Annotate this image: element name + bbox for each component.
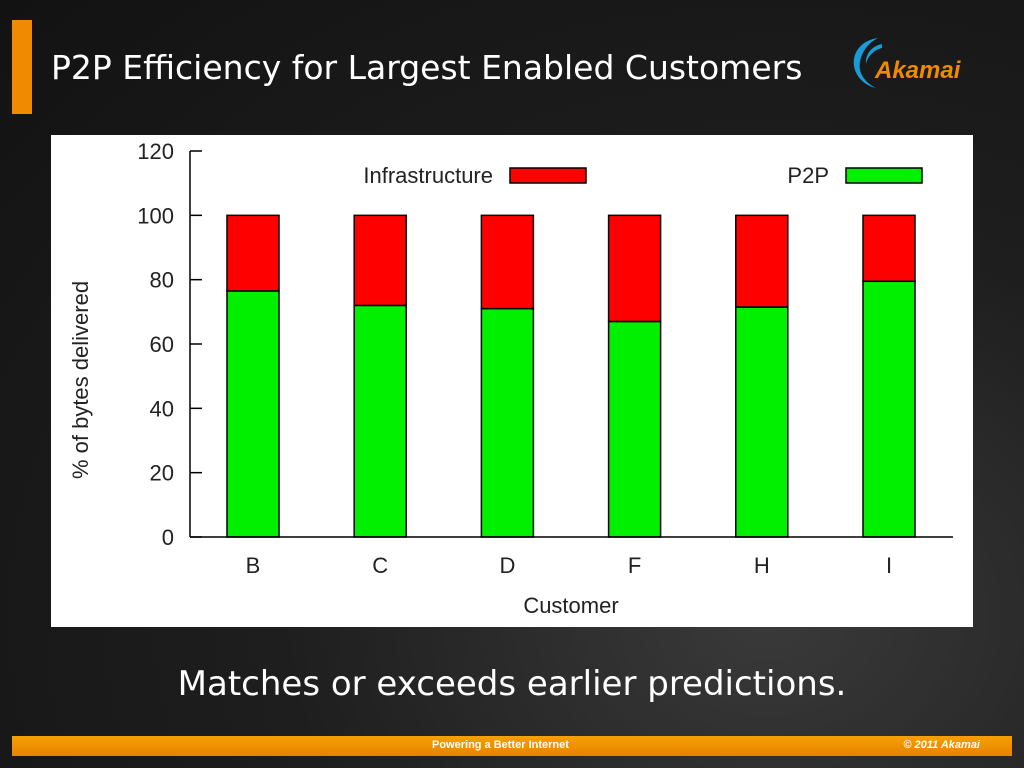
akamai-logo-icon [853, 38, 882, 88]
chart-panel: 0 20 40 60 80 100 120 B C D F H I P2P Infrastructure… [51, 135, 973, 627]
bar-infrastructure-d [480, 214, 535, 310]
legend-label-infrastructure: Infrastructure [363, 163, 493, 188]
bar-infrastructure-h [735, 214, 789, 308]
bar-infrastructure-b [226, 214, 280, 292]
y-tick-label: 60 [150, 332, 174, 357]
x-tick-label: H [754, 553, 770, 578]
akamai-logo-text: Akamai [875, 57, 961, 84]
bar-p2p-i [862, 280, 916, 538]
slide-title: P2P Efficiency for Largest Enabled Custo… [51, 48, 803, 87]
bar-p2p-d [480, 307, 535, 538]
y-tick-label: 100 [137, 203, 174, 228]
title-accent-bar [12, 20, 32, 114]
x-tick-label: F [628, 553, 641, 578]
y-axis-label: % of bytes delivered [68, 281, 93, 479]
footer-tagline: Powering a Better Internet [432, 739, 569, 751]
bar-p2p-h [735, 306, 789, 538]
x-tick-label: I [886, 553, 892, 578]
y-tick-label: 20 [150, 461, 174, 486]
y-tick-label: 40 [150, 396, 174, 421]
bar-p2p-c [353, 304, 407, 538]
bar-p2p-b [226, 290, 280, 538]
x-tick-label: B [246, 553, 261, 578]
legend-swatch-infrastructure [509, 167, 587, 184]
y-tick-label: 80 [150, 268, 174, 293]
footer-bar: Powering a Better Internet © 2011 Akamai [12, 736, 1012, 756]
slide-caption: Matches or exceeds earlier predictions. [177, 664, 847, 704]
bar-p2p-f [607, 320, 662, 538]
bar-infrastructure-f [607, 214, 662, 323]
x-tick-label: C [372, 553, 388, 578]
legend-label-p2p: P2P [787, 163, 829, 188]
x-axis-label: Customer [523, 593, 618, 618]
y-tick-label: 0 [162, 525, 174, 550]
y-tick-label: 120 [137, 139, 174, 164]
footer-copyright: © 2011 Akamai [903, 739, 980, 751]
stacked-bar-chart: 0 20 40 60 80 100 120 B C D F H I P2P Infrastructure… [68, 139, 953, 618]
bar-infrastructure-i [862, 214, 916, 283]
x-tick-label: D [499, 553, 515, 578]
bar-infrastructure-c [353, 214, 407, 307]
legend-swatch-p2p [845, 167, 923, 184]
